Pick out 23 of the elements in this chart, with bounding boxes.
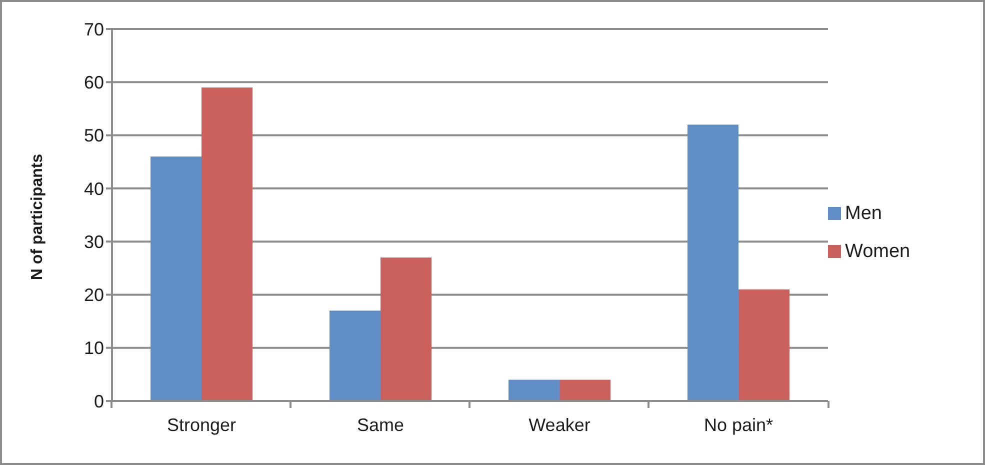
- bar: [738, 289, 790, 401]
- y-tick-label: 0: [94, 391, 104, 412]
- x-tick-label: No pain*: [704, 415, 774, 435]
- x-tick-label: Same: [356, 415, 404, 435]
- y-tick-label: 10: [84, 338, 104, 358]
- bar: [380, 258, 432, 401]
- bar: [687, 124, 738, 401]
- y-tick-label: 30: [84, 232, 104, 252]
- y-tick-label: 70: [84, 19, 104, 40]
- x-tick-label: Weaker: [528, 415, 590, 435]
- y-tick-label: 60: [84, 72, 104, 93]
- bar: [201, 87, 252, 401]
- bar: [559, 380, 610, 401]
- bar: [150, 156, 202, 401]
- x-tick-label: Stronger: [166, 415, 236, 435]
- y-tick-label: 20: [84, 285, 104, 306]
- legend-label: Women: [845, 240, 910, 262]
- y-tick-label: 40: [84, 178, 104, 199]
- y-axis-title: N of participants: [29, 154, 46, 280]
- legend-label: Men: [845, 202, 882, 224]
- bar: [508, 380, 560, 401]
- bar: [329, 310, 380, 401]
- y-tick-label: 50: [84, 126, 104, 146]
